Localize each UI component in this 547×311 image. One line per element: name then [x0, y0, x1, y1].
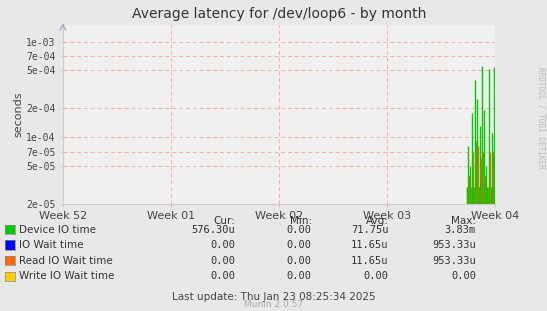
- Y-axis label: seconds: seconds: [13, 91, 23, 137]
- Text: 0.00: 0.00: [287, 256, 312, 266]
- Text: Last update: Thu Jan 23 08:25:34 2025: Last update: Thu Jan 23 08:25:34 2025: [172, 292, 375, 302]
- Text: Cur:: Cur:: [213, 216, 235, 226]
- Text: Min:: Min:: [290, 216, 312, 226]
- Text: 3.83m: 3.83m: [445, 225, 476, 234]
- Text: 0.00: 0.00: [363, 271, 388, 281]
- Text: 953.33u: 953.33u: [432, 256, 476, 266]
- Text: 0.00: 0.00: [451, 271, 476, 281]
- Text: 71.75u: 71.75u: [351, 225, 388, 234]
- Text: Write IO Wait time: Write IO Wait time: [19, 271, 114, 281]
- Title: Average latency for /dev/loop6 - by month: Average latency for /dev/loop6 - by mont…: [132, 7, 426, 21]
- Text: Max:: Max:: [451, 216, 476, 226]
- Text: Device IO time: Device IO time: [19, 225, 96, 234]
- Text: 953.33u: 953.33u: [432, 240, 476, 250]
- Text: 0.00: 0.00: [210, 240, 235, 250]
- Text: 0.00: 0.00: [210, 271, 235, 281]
- Text: 0.00: 0.00: [287, 225, 312, 234]
- Text: 0.00: 0.00: [287, 240, 312, 250]
- Text: 11.65u: 11.65u: [351, 256, 388, 266]
- Text: 11.65u: 11.65u: [351, 240, 388, 250]
- Text: Read IO Wait time: Read IO Wait time: [19, 256, 113, 266]
- Text: 576.30u: 576.30u: [191, 225, 235, 234]
- Text: RRDTOOL / TOBI OETIKER: RRDTOOL / TOBI OETIKER: [537, 67, 545, 169]
- Text: Avg:: Avg:: [365, 216, 388, 226]
- Text: 0.00: 0.00: [287, 271, 312, 281]
- Text: IO Wait time: IO Wait time: [19, 240, 84, 250]
- Text: Munin 2.0.57: Munin 2.0.57: [244, 300, 303, 309]
- Text: 0.00: 0.00: [210, 256, 235, 266]
